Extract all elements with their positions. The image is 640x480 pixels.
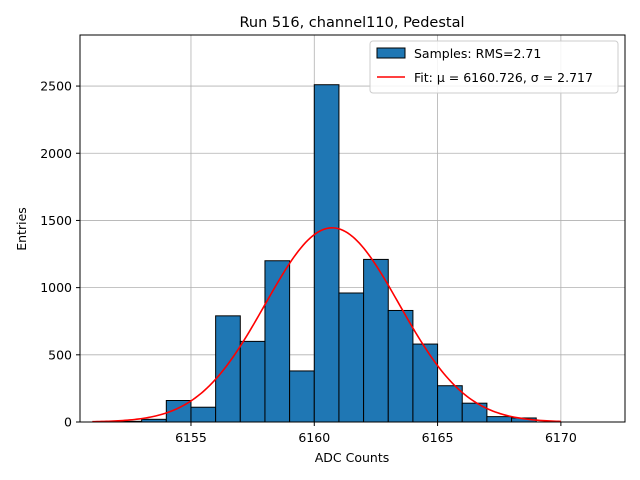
histogram-bar — [437, 385, 463, 423]
legend-label-samples: Samples: RMS=2.71 — [414, 46, 541, 61]
y-axis-ticks: 0 500 1000 1500 2000 2500 — [40, 79, 80, 430]
y-tick-label: 2500 — [40, 79, 72, 94]
fit-curve — [92, 227, 561, 423]
x-tick-label: 6155 — [175, 430, 207, 445]
histogram-bar — [289, 370, 315, 423]
y-tick-label: 500 — [48, 347, 72, 362]
y-tick-label: 2000 — [40, 146, 72, 161]
histogram-bar — [412, 343, 439, 423]
histogram-bar — [215, 315, 241, 423]
histogram-bars — [116, 84, 537, 423]
histogram-bar — [387, 309, 414, 423]
histogram-bar — [190, 406, 217, 423]
legend: Samples: RMS=2.71 Fit: μ = 6160.726, σ =… — [369, 40, 619, 94]
histogram-bar — [363, 258, 389, 423]
histogram-bar — [239, 340, 266, 423]
y-tick-label: 1000 — [40, 280, 72, 295]
x-tick-label: 6165 — [422, 430, 454, 445]
y-tick-label: 1500 — [40, 213, 72, 228]
x-axis-label: ADC Counts — [315, 450, 390, 465]
legend-swatch-samples — [376, 47, 406, 59]
y-tick-label: 0 — [64, 415, 72, 430]
x-tick-label: 6160 — [298, 430, 330, 445]
chart-title: Run 516, channel110, Pedestal — [239, 15, 464, 31]
legend-label-fit: Fit: μ = 6160.726, σ = 2.717 — [414, 70, 593, 85]
x-tick-label: 6170 — [545, 430, 577, 445]
histogram-bar — [264, 260, 291, 423]
histogram-bar — [338, 292, 365, 423]
y-axis-label: Entries — [14, 207, 29, 251]
histogram-bar — [486, 416, 513, 423]
x-axis-ticks: 6155 6160 6165 6170 — [175, 422, 577, 445]
legend-box — [369, 40, 619, 94]
plot-frame — [79, 34, 626, 423]
histogram-bar — [313, 84, 340, 423]
